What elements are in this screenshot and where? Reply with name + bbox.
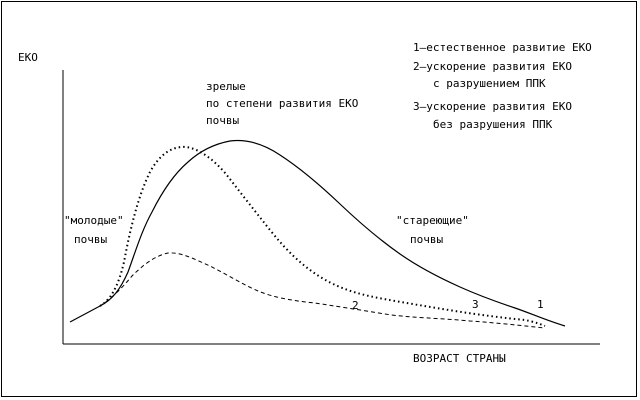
legend-item-3-line-2: без разрушения ППК <box>433 118 553 131</box>
curve-label-3: 3 <box>472 298 479 311</box>
curve-3-dotted <box>99 145 546 327</box>
legend-item-2-line-2: с разрушением ППК <box>433 77 546 90</box>
legend-item-1: 1–естественное развитие ЕКО <box>413 41 592 54</box>
y-axis-label: ЕКО <box>18 51 38 64</box>
legend-item-2-line-1: 2–ускорение развития ЕКО <box>413 60 572 73</box>
x-axis-label: ВОЗРАСТ СТРАНЫ <box>413 352 506 365</box>
annotation-young-line-1: "молодые" <box>64 214 124 227</box>
annotation-aging-line-1: "стареющие" <box>396 214 469 227</box>
annotation-young-line-2: почвы <box>74 233 108 246</box>
annotation-mature-line-2: по степени развития ЕКО <box>206 97 359 110</box>
curve-label-2: 2 <box>352 299 359 312</box>
curve-label-1: 1 <box>537 298 544 311</box>
annotation-mature-line-1: зрелые <box>206 80 246 93</box>
annotation-mature-line-3: почвы <box>206 114 240 127</box>
annotation-aging-line-2: почвы <box>410 233 444 246</box>
legend-item-3-line-1: 3–ускорение развития ЕКО <box>413 100 572 113</box>
curve-2-dashed <box>99 252 546 329</box>
curve-1-solid <box>69 139 566 327</box>
